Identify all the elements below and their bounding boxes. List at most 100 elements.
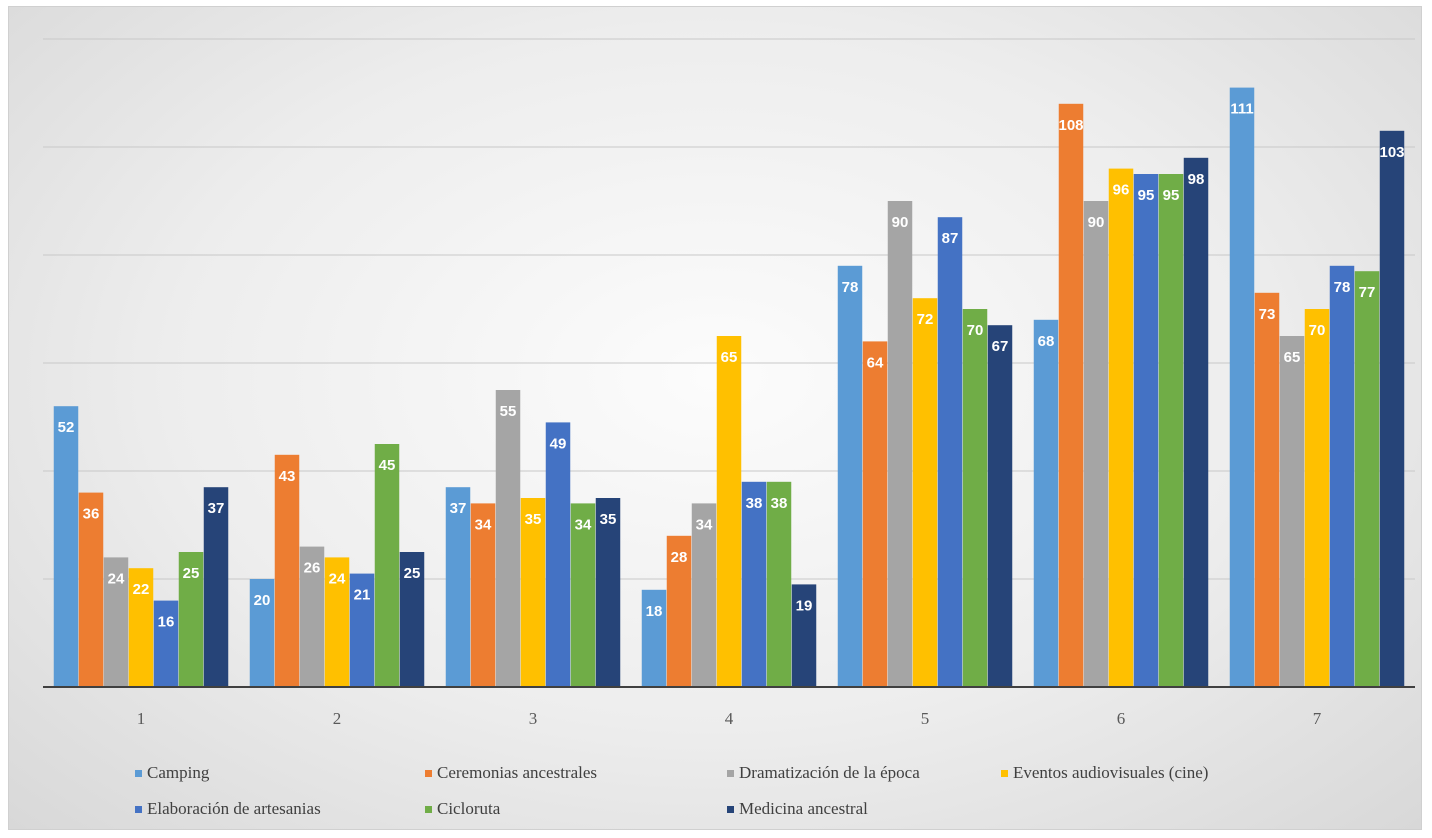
bar-value-label: 49	[550, 435, 567, 452]
bar-value-label: 68	[1038, 333, 1055, 350]
bar	[128, 568, 154, 687]
bar	[103, 557, 129, 687]
legend-label: Cicloruta	[437, 799, 501, 818]
bar-value-label: 16	[158, 614, 175, 631]
bar	[1083, 201, 1109, 687]
x-tick-label: 3	[529, 709, 538, 728]
x-tick-label: 2	[333, 709, 342, 728]
bar	[837, 265, 863, 687]
legend-swatch	[727, 769, 734, 777]
x-tick-label: 1	[137, 709, 146, 728]
bar	[987, 325, 1013, 687]
bar-value-label: 37	[208, 500, 225, 517]
legend-item: Camping	[135, 763, 209, 783]
bar	[666, 535, 692, 687]
bar-value-label: 103	[1379, 144, 1404, 161]
legend-label: Camping	[147, 763, 210, 782]
bar-value-label: 72	[917, 311, 934, 328]
legend-label: Elaboración de artesanias	[147, 799, 321, 818]
bar	[78, 492, 104, 687]
legend-item: Cicloruta	[425, 799, 500, 819]
bar	[1279, 336, 1305, 687]
x-tick-label: 4	[725, 709, 734, 728]
bar	[1329, 265, 1355, 687]
bar-value-label: 21	[354, 587, 371, 604]
bar-value-label: 87	[942, 230, 959, 247]
bars	[53, 87, 1405, 688]
bar-value-label: 18	[646, 603, 663, 620]
bar-value-label: 70	[967, 322, 984, 339]
bar	[1133, 174, 1159, 687]
bar-value-label: 78	[1334, 279, 1351, 296]
bar	[887, 201, 913, 687]
bar-value-label: 67	[992, 338, 1009, 355]
bar	[741, 481, 767, 687]
legend-item: Elaboración de artesanias	[135, 799, 321, 819]
bar	[912, 298, 938, 687]
bar	[716, 336, 742, 687]
bar-value-label: 98	[1188, 171, 1205, 188]
legend-swatch	[727, 805, 734, 813]
bar-value-label: 43	[279, 468, 296, 485]
bar	[324, 557, 350, 687]
bar	[791, 584, 817, 687]
bar	[1158, 174, 1184, 687]
bar	[641, 589, 667, 687]
bar-value-label: 65	[721, 349, 738, 366]
legend-swatch	[135, 805, 142, 813]
x-tick-label: 7	[1313, 709, 1322, 728]
bar	[766, 481, 792, 687]
legend-item: Eventos audiovisuales (cine)	[1001, 763, 1208, 783]
bar	[962, 309, 988, 687]
bar	[178, 552, 204, 687]
bar	[520, 498, 546, 687]
bar-value-label: 64	[867, 354, 884, 371]
bar	[1304, 309, 1330, 687]
bar-value-label: 35	[600, 511, 617, 528]
bar-value-label: 37	[450, 500, 467, 517]
x-tick-label: 5	[921, 709, 930, 728]
bar	[862, 341, 888, 687]
bar	[374, 444, 400, 687]
legend-swatch	[1001, 769, 1008, 777]
bar-value-label: 77	[1359, 284, 1376, 301]
bar	[1379, 130, 1405, 688]
bar	[570, 503, 596, 687]
bar-value-label: 35	[525, 511, 542, 528]
bar	[274, 454, 300, 687]
bar-value-label: 36	[83, 506, 100, 523]
legend-item: Medicina ancestral	[727, 799, 868, 819]
bar-value-label: 65	[1284, 349, 1301, 366]
bar	[1254, 292, 1280, 687]
bar-value-label: 24	[329, 570, 346, 587]
legend-swatch	[425, 769, 432, 777]
bar-value-label: 52	[58, 419, 75, 436]
bar-value-label: 95	[1163, 187, 1180, 204]
bar-value-label: 19	[796, 597, 813, 614]
bar-value-label: 22	[133, 581, 150, 598]
bar-value-label: 78	[842, 279, 859, 296]
bar	[53, 406, 79, 687]
bar	[1058, 103, 1084, 688]
bar-value-label: 96	[1113, 182, 1130, 199]
bar-chart: 5236242216253720432624214525373455354934…	[43, 38, 1415, 728]
bar	[203, 487, 229, 687]
bar	[470, 503, 496, 687]
bar	[399, 552, 425, 687]
bar	[495, 390, 521, 687]
legend-label: Dramatización de la época	[739, 763, 920, 782]
legend-swatch	[425, 805, 432, 813]
bar	[1183, 157, 1209, 688]
bar-value-label: 38	[771, 495, 788, 512]
legend-item: Dramatización de la época	[727, 763, 920, 783]
bar-value-label: 55	[500, 403, 517, 420]
bar-value-label: 26	[304, 560, 321, 577]
bar	[1108, 168, 1134, 688]
bar	[595, 498, 621, 687]
x-tick-label: 6	[1117, 709, 1126, 728]
bar-value-label: 25	[183, 565, 200, 582]
bar	[691, 503, 717, 687]
bar	[937, 217, 963, 687]
bar-value-label: 45	[379, 457, 396, 474]
legend: Camping Ceremonias ancestrales Dramatizaci…	[135, 763, 1355, 833]
